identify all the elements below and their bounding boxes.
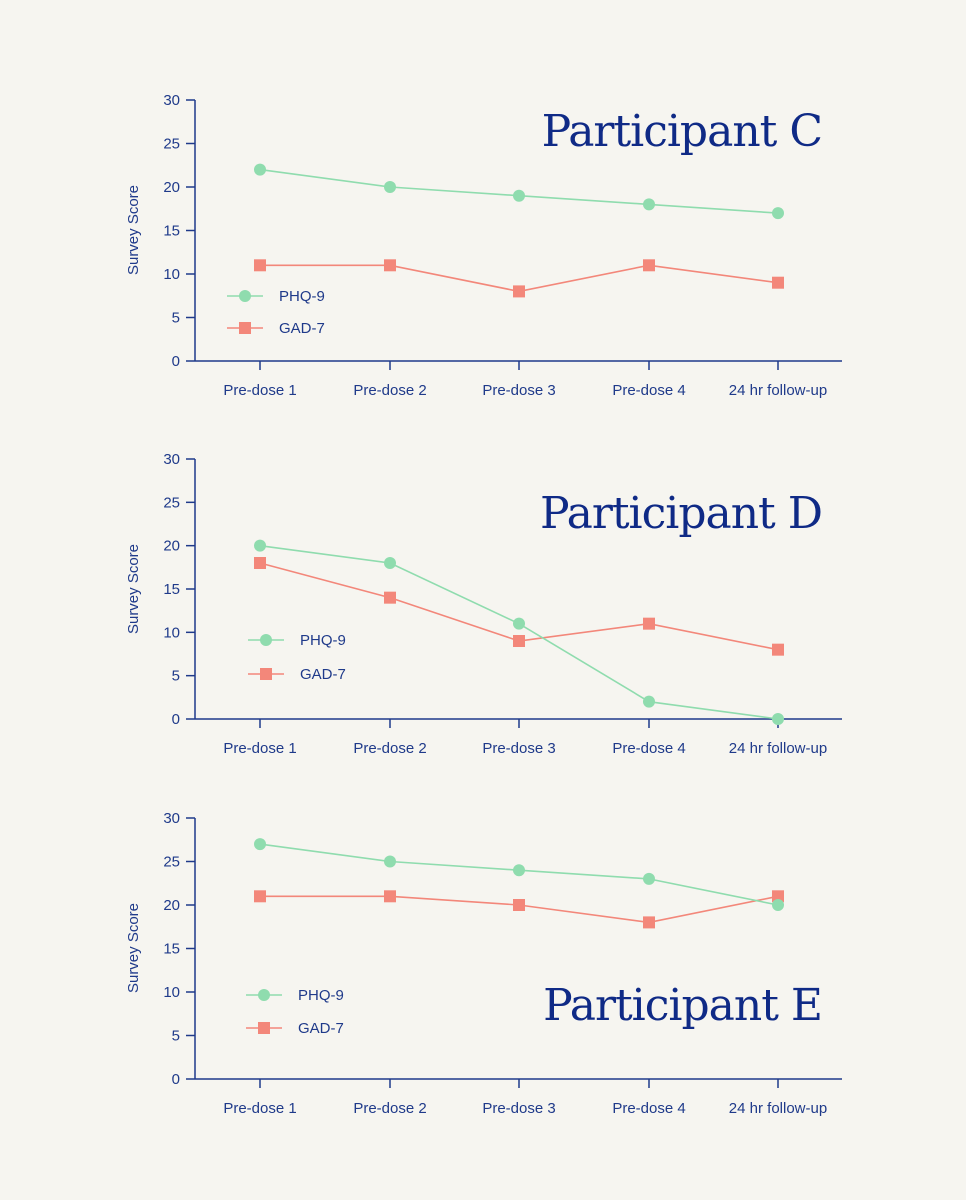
legend: PHQ-9 GAD-7 <box>248 632 346 683</box>
x-tick-label: Pre-dose 4 <box>612 382 685 399</box>
x-tick-label: Pre-dose 3 <box>482 1100 555 1117</box>
y-tick-label: 5 <box>172 668 180 685</box>
y-tick-label: 15 <box>163 941 180 958</box>
data-point-gad-7 <box>254 557 266 569</box>
chart-title: Participant C <box>542 106 822 157</box>
x-tick-label: Pre-dose 2 <box>353 1100 426 1117</box>
data-point-gad-7 <box>254 890 266 903</box>
data-point-gad-7 <box>643 259 655 272</box>
data-point-gad-7 <box>513 899 525 911</box>
data-point-gad-7 <box>254 259 266 272</box>
x-tick-label: Pre-dose 1 <box>223 382 296 399</box>
x-tick-label: 24 hr follow-up <box>729 382 827 399</box>
legend: PHQ-9 GAD-7 <box>227 288 325 337</box>
y-tick-label: 20 <box>163 538 180 555</box>
data-point-gad-7 <box>772 890 784 903</box>
x-tick-label: 24 hr follow-up <box>729 740 827 757</box>
y-tick-label: 25 <box>163 136 180 153</box>
x-tick-label: Pre-dose 4 <box>612 740 685 757</box>
y-axis-title: Survey Score <box>125 544 142 634</box>
legend-label: GAD-7 <box>300 666 346 683</box>
data-point-gad-7 <box>384 259 396 272</box>
y-tick-label: 30 <box>163 810 180 827</box>
x-tick-label: Pre-dose 3 <box>482 740 555 757</box>
data-point-phq-9 <box>772 207 784 220</box>
legend-label: PHQ-9 <box>300 632 346 649</box>
y-tick-label: 10 <box>163 624 180 641</box>
data-point-phq-9 <box>772 899 784 911</box>
y-tick-label: 0 <box>172 711 180 728</box>
y-tick-label: 15 <box>163 581 180 598</box>
data-point-gad-7 <box>643 617 655 630</box>
data-point-phq-9 <box>643 872 655 885</box>
data-point-gad-7 <box>772 643 784 656</box>
chart-title: Participant D <box>540 488 822 539</box>
chart-panel-1: 0 5 10 15 20 25 30 Pre-dose 1 Pre-dose 2 Pre-dose… <box>125 92 842 399</box>
chart-panel-2: 0 5 10 15 20 25 30 Pre-dose 1 Pre-dose 2 Pre-dose… <box>125 451 842 757</box>
legend-marker-square <box>239 322 251 334</box>
y-tick-label: 5 <box>172 1028 180 1045</box>
legend-label: PHQ-9 <box>298 987 344 1004</box>
x-tick-label: Pre-dose 4 <box>612 1100 685 1117</box>
data-point-gad-7 <box>772 276 784 289</box>
legend-marker-square <box>258 1022 270 1034</box>
x-tick-label: Pre-dose 2 <box>353 740 426 757</box>
y-tick-label: 10 <box>163 266 180 283</box>
y-tick-label: 10 <box>163 984 180 1001</box>
y-tick-label: 25 <box>163 494 180 511</box>
data-point-phq-9 <box>254 539 266 552</box>
x-tick-label: Pre-dose 1 <box>223 740 296 757</box>
y-tick-label: 30 <box>163 451 180 468</box>
y-tick-label: 0 <box>172 1071 180 1088</box>
data-point-phq-9 <box>513 617 525 630</box>
data-point-gad-7 <box>384 591 396 604</box>
data-point-phq-9 <box>384 557 396 569</box>
y-tick-label: 20 <box>163 179 180 196</box>
data-point-gad-7 <box>513 285 525 298</box>
legend-marker-square <box>260 668 272 680</box>
data-point-phq-9 <box>254 838 266 851</box>
legend-label: GAD-7 <box>279 320 325 337</box>
data-point-phq-9 <box>513 189 525 202</box>
y-tick-label: 0 <box>172 353 180 370</box>
x-tick-label: 24 hr follow-up <box>729 1100 827 1117</box>
legend: PHQ-9 GAD-7 <box>246 987 344 1037</box>
chart-title: Participant E <box>543 980 822 1031</box>
data-point-phq-9 <box>513 864 525 877</box>
legend-marker-circle <box>239 290 251 302</box>
x-tick-label: Pre-dose 1 <box>223 1100 296 1117</box>
data-point-phq-9 <box>772 713 784 725</box>
y-tick-label: 30 <box>163 92 180 109</box>
legend-marker-circle <box>258 989 270 1001</box>
chart-panel-3: 0 5 10 15 20 25 30 Pre-dose 1 Pre-dose 2 Pre-dose… <box>125 810 842 1117</box>
data-point-phq-9 <box>643 695 655 708</box>
x-tick-label: Pre-dose 3 <box>482 382 555 399</box>
legend-label: PHQ-9 <box>279 288 325 305</box>
y-tick-label: 25 <box>163 854 180 871</box>
data-point-gad-7 <box>513 635 525 647</box>
legend-marker-circle <box>260 634 272 646</box>
data-point-phq-9 <box>254 163 266 176</box>
data-point-phq-9 <box>384 855 396 868</box>
y-axis-title: Survey Score <box>125 903 142 993</box>
data-point-phq-9 <box>384 181 396 193</box>
legend-label: GAD-7 <box>298 1020 344 1037</box>
y-tick-label: 20 <box>163 897 180 914</box>
y-axis-title: Survey Score <box>125 185 142 275</box>
x-tick-label: Pre-dose 2 <box>353 382 426 399</box>
data-point-phq-9 <box>643 198 655 211</box>
data-point-gad-7 <box>643 916 655 929</box>
y-tick-label: 5 <box>172 310 180 327</box>
y-tick-label: 15 <box>163 223 180 240</box>
data-point-gad-7 <box>384 890 396 903</box>
